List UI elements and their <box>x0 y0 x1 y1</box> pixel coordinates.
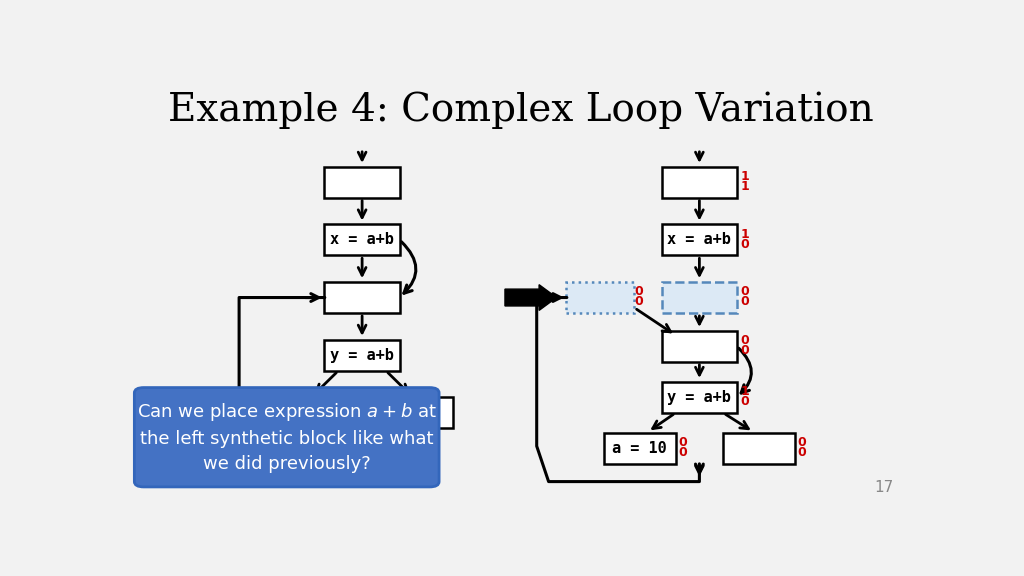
Text: 1: 1 <box>740 170 750 183</box>
Bar <box>662 166 737 198</box>
Text: 0: 0 <box>634 285 643 298</box>
Bar <box>325 225 399 255</box>
Text: 17: 17 <box>874 480 894 495</box>
Bar <box>382 397 454 429</box>
Text: 0: 0 <box>634 295 643 309</box>
Text: 0: 0 <box>740 295 750 309</box>
Bar <box>662 331 737 362</box>
Text: x = a+b: x = a+b <box>330 232 394 247</box>
Text: a = 10: a = 10 <box>280 406 334 420</box>
Text: 0: 0 <box>678 446 687 459</box>
Text: 0: 0 <box>678 436 687 449</box>
Text: 1: 1 <box>740 228 750 241</box>
Bar <box>325 166 399 198</box>
Bar <box>325 282 399 313</box>
Bar <box>723 433 795 464</box>
Text: a = 10: a = 10 <box>612 441 668 456</box>
Text: 1: 1 <box>740 385 750 398</box>
Text: 0: 0 <box>740 344 750 357</box>
Bar <box>662 382 737 413</box>
Text: 0: 0 <box>740 334 750 347</box>
Text: x = a+b: x = a+b <box>668 232 731 247</box>
Bar <box>662 225 737 255</box>
Text: y = a+b: y = a+b <box>330 348 394 363</box>
FancyArrow shape <box>505 285 557 310</box>
Text: 0: 0 <box>740 238 750 251</box>
Text: 0: 0 <box>740 395 750 408</box>
Text: Can we place expression $a + b$ at
the left synthetic block like what
we did pre: Can we place expression $a + b$ at the l… <box>137 401 436 473</box>
Text: y = a+b: y = a+b <box>668 390 731 405</box>
Text: 0: 0 <box>797 436 806 449</box>
Text: 1: 1 <box>740 180 750 193</box>
FancyBboxPatch shape <box>134 388 439 487</box>
Bar <box>270 397 342 429</box>
Bar <box>662 282 737 313</box>
Text: 0: 0 <box>740 285 750 298</box>
Text: 0: 0 <box>797 446 806 459</box>
Bar <box>325 340 399 371</box>
Bar <box>566 282 634 313</box>
Bar <box>604 433 676 464</box>
Text: Example 4: Complex Loop Variation: Example 4: Complex Loop Variation <box>168 92 873 129</box>
